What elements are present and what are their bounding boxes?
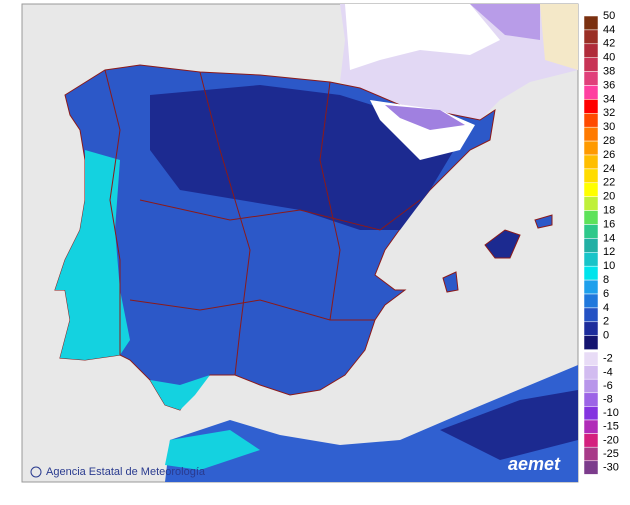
legend-label: 24 (603, 163, 615, 175)
portugal-warm (55, 150, 130, 360)
legend-swatch (583, 113, 599, 128)
legend-swatch (583, 446, 599, 462)
legend-label: 4 (603, 302, 609, 314)
legend-swatch (583, 15, 599, 31)
legend-swatch (583, 140, 599, 156)
legend-swatch (583, 351, 599, 366)
legend-swatch (583, 210, 599, 225)
legend-label: -10 (603, 407, 619, 419)
pyrenees-cold (385, 105, 465, 130)
legend-swatch (583, 335, 599, 350)
legend-label: 16 (603, 218, 615, 230)
legend-label: 6 (603, 288, 609, 300)
legend-label: 30 (603, 121, 615, 133)
legend-label: 20 (603, 191, 615, 203)
legend-label: 18 (603, 205, 615, 217)
north-africa (165, 365, 578, 482)
legend-swatch (583, 265, 599, 281)
legend-label: 50 (603, 10, 615, 22)
legend-swatch (583, 57, 599, 72)
legend-label: 44 (603, 24, 615, 36)
france-snow (345, 4, 500, 70)
border (139, 199, 421, 231)
legend-label: -6 (603, 380, 613, 392)
ibiza (442, 271, 459, 293)
legend-swatch (583, 433, 599, 448)
morocco-warm (165, 430, 260, 470)
legend-swatch (583, 85, 599, 100)
legend-label: -15 (603, 421, 619, 433)
legend-swatch (583, 252, 599, 267)
atlas-cold (440, 390, 578, 460)
legend-swatch (583, 307, 599, 323)
legend-label: -4 (603, 366, 613, 378)
legend-swatch (583, 71, 599, 86)
legend-swatch (583, 392, 599, 407)
legend-swatch (583, 43, 599, 58)
legend-swatch (583, 154, 599, 170)
legend-swatch (583, 365, 599, 380)
legend-label: 26 (603, 149, 615, 161)
legend-swatch (583, 293, 599, 309)
legend-swatch (583, 182, 599, 197)
legend-swatch (583, 238, 599, 253)
legend-label: 28 (603, 135, 615, 147)
border (104, 69, 121, 355)
legend-label: 32 (603, 107, 615, 119)
legend-swatch (583, 460, 599, 475)
legend-label: 0 (603, 330, 609, 342)
credit: Agencia Estatal de Meteorología (46, 466, 206, 478)
legend-label: 22 (603, 177, 615, 189)
mallorca (484, 229, 521, 259)
logo: aemet (508, 454, 561, 474)
legend-label: 10 (603, 260, 615, 272)
legend-swatch (583, 321, 599, 336)
legend-label: 12 (603, 246, 615, 258)
legend-label: -25 (603, 448, 619, 460)
legend-label: 2 (603, 316, 609, 328)
cadiz-warm (150, 375, 210, 410)
legend-label: 8 (603, 274, 609, 286)
legend-swatch (583, 168, 599, 184)
legend-swatch (583, 196, 599, 211)
legend-swatch (583, 224, 599, 239)
legend-label: 14 (603, 232, 615, 244)
france-cold (470, 4, 540, 40)
legend-label: -20 (603, 434, 619, 446)
legend-swatch (583, 126, 599, 142)
menorca (534, 214, 553, 229)
legend-label: 38 (603, 66, 615, 78)
legend-swatch (583, 99, 599, 114)
legend-swatch (583, 29, 599, 45)
legend-label: -2 (603, 353, 613, 365)
pyrenees-snow (370, 100, 475, 160)
legend-label: 36 (603, 79, 615, 91)
legend-swatch (583, 279, 599, 295)
legend-label: 40 (603, 52, 615, 64)
france-warm (540, 4, 578, 70)
border (319, 81, 341, 321)
legend-label: 34 (603, 93, 615, 105)
legend-label: 42 (603, 38, 615, 50)
legend-swatch (583, 419, 599, 434)
legend-swatch (583, 406, 599, 421)
legend-swatch (583, 378, 599, 394)
credit-icon (30, 466, 42, 478)
legend-label: -30 (603, 462, 619, 474)
border (199, 71, 251, 376)
legend-label: -8 (603, 394, 613, 406)
border (129, 299, 375, 321)
